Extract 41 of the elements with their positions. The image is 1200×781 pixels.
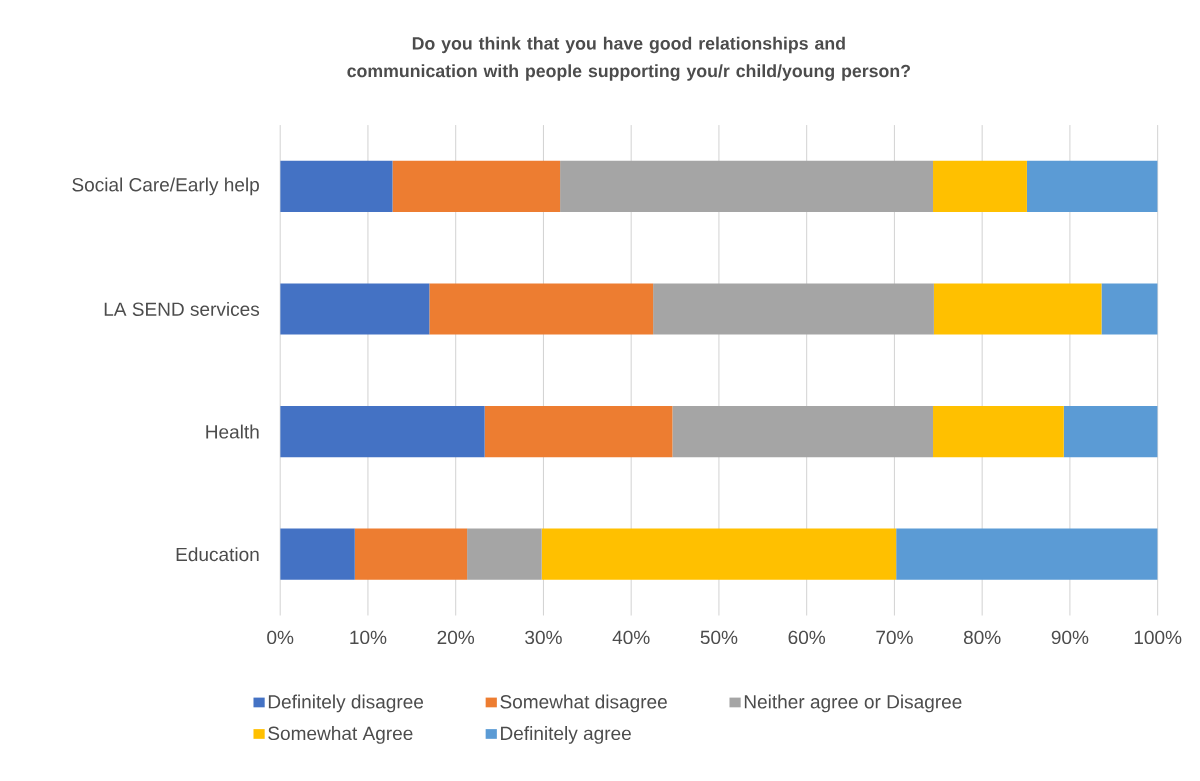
bar [933,160,1027,213]
x-tick-label: 20% [437,630,475,645]
bar [672,406,934,458]
bar [1101,283,1158,335]
bar [280,406,485,458]
x-tick-label: 10% [350,630,387,645]
y-tick-label: Health [206,424,259,439]
x-tick-label: 60% [788,630,826,645]
x-tick-label: 80% [963,630,1001,645]
bar [484,406,673,458]
x-tick-label: 100% [1134,630,1182,645]
y-tick-label: Social Care/Early help [72,177,259,196]
legend-label: Somewhat Agree [268,726,413,744]
legend-label: Definitely disagree [268,694,424,713]
chart-title: Do you think that you have good relationships and communication with people supporting you/r child/young person? [347,36,910,81]
y-tick-label: Education [176,547,259,562]
legend-label: Neither agree or Disagree [744,694,962,713]
bar [541,528,897,580]
bar [933,283,1102,335]
bar [560,160,934,213]
x-tick-label: 40% [612,630,650,645]
x-tick-label: 30% [525,630,562,645]
x-tick-label: 90% [1051,630,1089,645]
bar [429,283,654,335]
bar [653,283,934,335]
bar [1026,160,1158,213]
bar [354,528,468,580]
y-tick-label: LA SEND services [104,302,260,316]
bar [280,160,393,213]
bar [280,528,355,580]
bar [896,528,1158,580]
bar [280,283,430,335]
bar [392,160,561,213]
bar [467,528,542,580]
x-tick-label: 50% [700,630,738,645]
bar [933,406,1064,458]
bar [1063,406,1158,458]
legend-label: Definitely agree [501,726,631,744]
x-tick-label: 70% [876,630,913,645]
legend-label: Somewhat disagree [500,694,667,713]
x-tick-label: 0% [267,630,294,645]
